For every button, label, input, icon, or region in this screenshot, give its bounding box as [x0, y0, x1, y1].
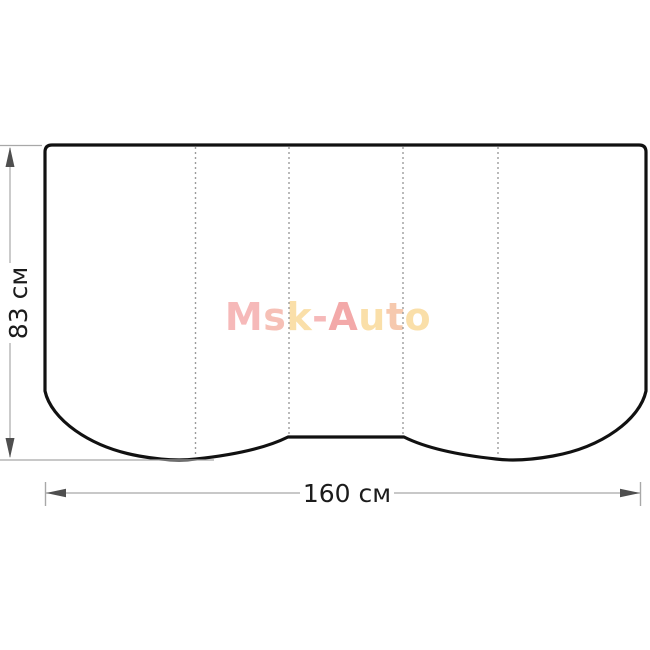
- watermark-letter: k: [286, 295, 313, 339]
- sunshade-outline: [43, 143, 648, 462]
- watermark-letter: A: [328, 295, 359, 339]
- arrow-left-icon: [46, 488, 66, 498]
- watermark-letter: s: [263, 295, 287, 339]
- watermark-letter: M: [224, 295, 264, 339]
- watermark: Msk-Auto: [3, 297, 650, 337]
- height-label: 83 см: [4, 267, 33, 339]
- width-label: 160 см: [303, 479, 391, 508]
- width-dimension: 160 см: [44, 479, 642, 508]
- watermark-letter: o: [404, 295, 432, 339]
- watermark-letter: t: [385, 295, 405, 339]
- arrow-up-icon: [5, 147, 15, 167]
- height-dimension: 83 см: [0, 144, 214, 461]
- arrow-right-icon: [620, 488, 640, 498]
- arrow-down-icon: [5, 438, 15, 458]
- watermark-letter: u: [358, 295, 386, 339]
- watermark-letter: -: [312, 295, 329, 339]
